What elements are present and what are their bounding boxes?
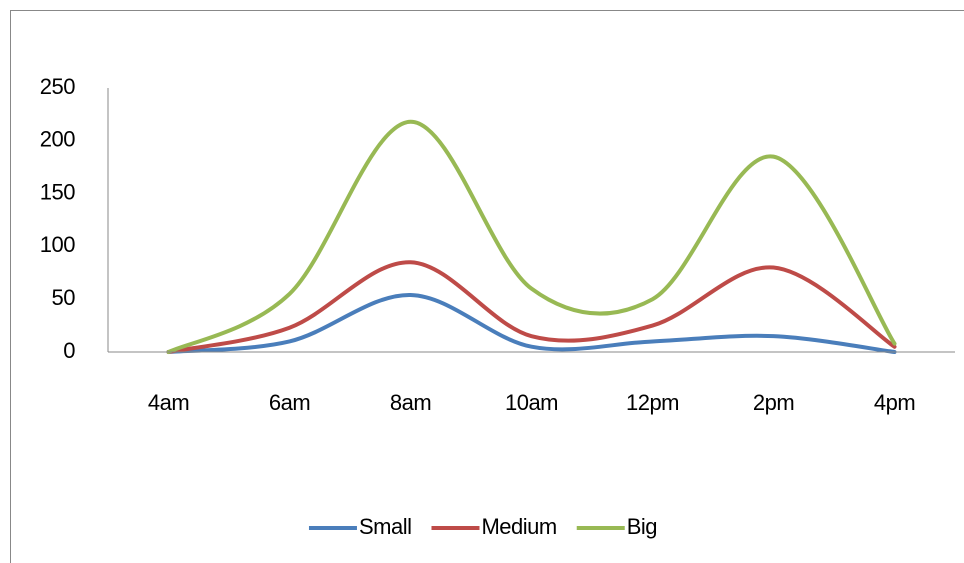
- x-tick-label: 4pm: [874, 390, 915, 415]
- x-tick-label: 4am: [148, 390, 189, 415]
- series-line: [166, 260, 897, 354]
- y-tick-label: 200: [40, 127, 75, 152]
- chart-frame: [10, 10, 964, 563]
- y-tick-label: 100: [40, 232, 75, 257]
- legend-label: Small: [359, 514, 412, 539]
- y-tick-label: 0: [63, 338, 75, 363]
- x-tick-label: 8am: [390, 390, 431, 415]
- y-tick-label: 50: [52, 285, 76, 310]
- y-tick-label: 150: [40, 179, 75, 204]
- legend-label: Big: [627, 514, 657, 539]
- x-tick-label: 10am: [505, 390, 558, 415]
- legend-label: Medium: [481, 514, 556, 539]
- x-tick-label: 6am: [269, 390, 310, 415]
- x-tick-label: 2pm: [753, 390, 794, 415]
- x-tick-label: 12pm: [626, 390, 679, 415]
- y-tick-label: 250: [40, 74, 75, 99]
- series-line: [166, 292, 897, 354]
- series-line: [166, 119, 897, 354]
